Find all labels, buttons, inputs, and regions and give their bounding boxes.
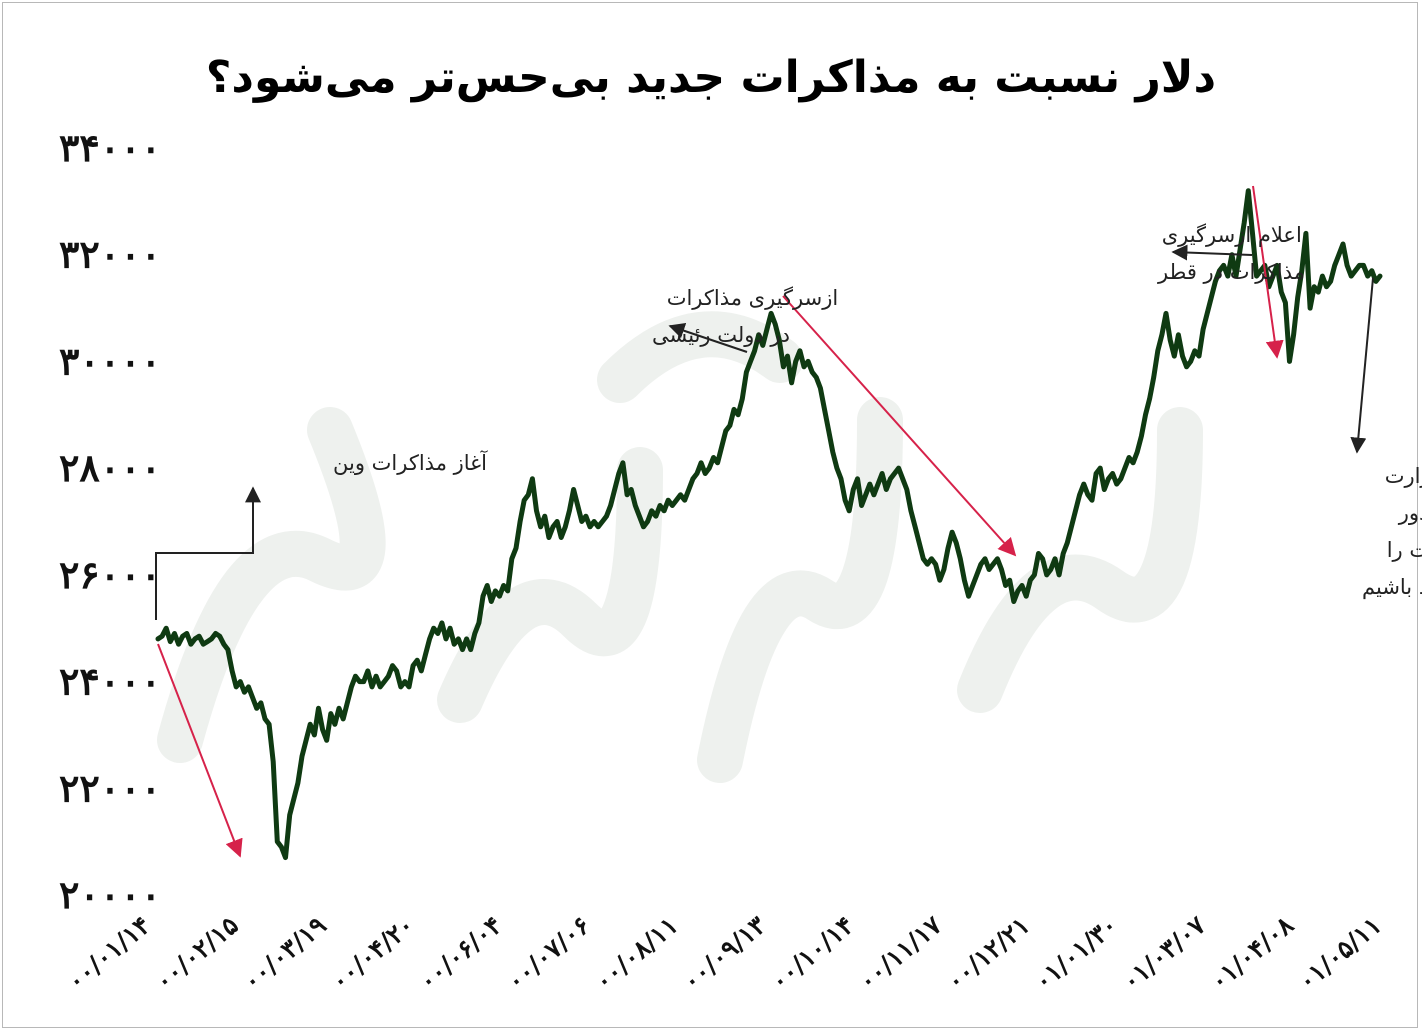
x-tick-label: ۰۱/۰۴/۰۸ [1205, 910, 1300, 996]
x-axis-ticks: ۰۰/۰۱/۱۴۰۰/۰۲/۱۵۰۰/۰۳/۱۹۰۰/۰۴/۲۰۰۰/۰۶/۰۴… [62, 910, 1387, 996]
y-tick-label: ۲۶۰۰۰ [59, 552, 161, 597]
y-tick-label: ۲۸۰۰۰ [59, 445, 161, 490]
x-tick-label: ۰۰/۰۴/۲۰ [325, 910, 419, 996]
y-tick-label: ۳۴۰۰۰ [59, 125, 161, 170]
trend-arrow-down-3 [1252, 185, 1284, 359]
watermark [157, 311, 1203, 783]
chart-title: دلار نسبت به مذاکرات جدید بی‌حس‌تر می‌شو… [205, 52, 1217, 103]
series-line [155, 188, 1383, 861]
annotation-qatar: اعلام ازسرگیری مذاکرات در قطر [1155, 223, 1305, 284]
annotation-line: سخنگوی وزارت [1385, 464, 1422, 488]
x-tick-label: ۰۰/۱۰/۱۴ [765, 910, 859, 996]
trend-arrow-down-2 [782, 295, 1017, 557]
annotation-raisi: ازسرگیری مذاکرات در دولت رئیسی [652, 286, 838, 347]
y-tick-label: ۳۲۰۰۰ [59, 232, 161, 277]
y-tick-label: ۲۴۰۰۰ [59, 659, 161, 704]
annotation-line: خارجه: احتمالا دور [1398, 501, 1422, 525]
x-tick-label: ۰۰/۱۱/۱۷ [853, 910, 948, 996]
annotation-line: آغاز مذاکرات وین [333, 450, 488, 475]
trend-arrows [157, 185, 1284, 858]
y-tick-label: ۲۲۰۰۰ [59, 765, 161, 810]
y-tick-label: ۲۰۰۰۰ [59, 872, 161, 917]
x-tick-label: ۰۰/۰۸/۱۱ [589, 910, 683, 996]
annotation-line: شاهد باشیم [1362, 575, 1422, 600]
annotation-line: ازسرگیری مذاکرات [667, 286, 839, 310]
connector-spokesman [1350, 277, 1374, 454]
x-tick-label: ۰۰/۰۷/۰۶ [501, 910, 595, 996]
x-tick-label: ۰۰/۰۱/۱۴ [62, 910, 156, 996]
x-tick-label: ۰۰/۰۲/۱۵ [149, 910, 243, 996]
connector-raisi [668, 323, 748, 353]
connector-vienna [155, 486, 261, 620]
x-tick-label: ۰۰/۰۹/۱۳ [677, 910, 772, 996]
annotation-connectors [155, 244, 1374, 620]
annotation-line: در دولت رئیسی [652, 323, 790, 347]
x-tick-label: ۰۰/۰۶/۰۴ [413, 910, 507, 996]
x-tick-label: ۰۱/۰۳/۰۷ [1117, 910, 1212, 996]
trend-arrow-down-1 [157, 643, 243, 858]
x-tick-label: ۰۱/۰۱/۳۰ [1029, 910, 1123, 996]
x-tick-label: ۰۰/۰۳/۱۹ [237, 910, 331, 996]
annotation-line: اعلام ازسرگیری [1162, 223, 1302, 247]
annotation-vienna: آغاز مذاکرات وین [333, 450, 488, 475]
y-axis-ticks: ۲۰۰۰۰ ۲۲۰۰۰ ۲۴۰۰۰ ۲۶۰۰۰ ۲۸۰۰۰ ۳۰۰۰۰ ۳۲۰۰۰ ۳۴۰۰۰ [59, 125, 161, 917]
connector-qatar [1171, 244, 1253, 261]
annotation-line: جدید مذاکرات را [1387, 538, 1422, 562]
annotation-spokesman: سخنگوی وزارت خارجه: احتمالا دور جدید مذا… [1362, 464, 1422, 600]
x-tick-label: ۰۰/۱۲/۲۱ [941, 910, 1035, 996]
annotation-line: مذاکرات در قطر [1157, 260, 1305, 284]
y-tick-label: ۳۰۰۰۰ [59, 338, 161, 383]
x-tick-label: ۰۱/۰۵/۱۱ [1293, 910, 1387, 996]
